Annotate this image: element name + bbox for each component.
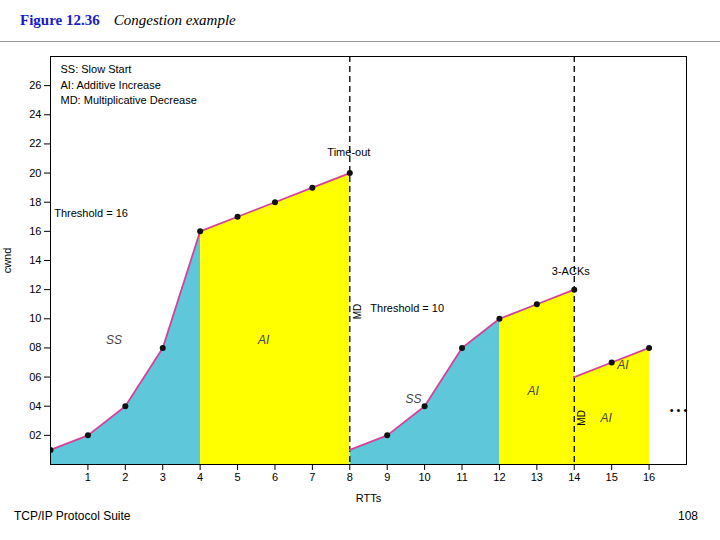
- svg-text:16: 16: [643, 471, 655, 483]
- svg-text:14: 14: [29, 254, 41, 266]
- svg-text:10: 10: [418, 471, 430, 483]
- svg-text:RTTs: RTTs: [356, 492, 382, 504]
- svg-text:Time-out: Time-out: [327, 146, 370, 158]
- svg-text:AI: AI: [257, 333, 270, 347]
- svg-text:08: 08: [29, 341, 41, 353]
- html-text:Figure 12.36: Figure 12.36: [20, 12, 100, 28]
- html-text:Congestion example: Congestion example: [113, 12, 236, 28]
- svg-text:4: 4: [197, 471, 203, 483]
- svg-text:MD: MD: [576, 410, 587, 426]
- svg-text:12: 12: [29, 283, 41, 295]
- svg-text:10: 10: [29, 312, 41, 324]
- svg-text:20: 20: [29, 167, 41, 179]
- svg-text:AI: AI: [599, 411, 612, 425]
- svg-text:AI: AI: [616, 358, 629, 372]
- svg-text:18: 18: [29, 196, 41, 208]
- svg-text:AI: AI: [526, 384, 539, 398]
- svg-text:3-ACKs: 3-ACKs: [552, 265, 590, 277]
- svg-text:SS: Slow StartAI: Additive Inc: SS: Slow StartAI: Additive IncreaseMD: M…: [61, 63, 197, 106]
- svg-text:Threshold = 16: Threshold = 16: [54, 207, 128, 219]
- svg-text:24: 24: [29, 108, 41, 120]
- svg-text:Threshold = 10: Threshold = 10: [370, 302, 444, 314]
- svg-text:5: 5: [234, 471, 240, 483]
- html-text:108: 108: [678, 509, 698, 523]
- svg-text:1: 1: [85, 471, 91, 483]
- svg-text:3: 3: [160, 471, 166, 483]
- svg-text:2: 2: [122, 471, 128, 483]
- svg-text:6: 6: [272, 471, 278, 483]
- svg-text:06: 06: [29, 371, 41, 383]
- svg-text:02: 02: [29, 429, 41, 441]
- svg-text:SS: SS: [405, 392, 421, 406]
- svg-text:cwnd: cwnd: [1, 248, 13, 274]
- svg-text:9: 9: [384, 471, 390, 483]
- svg-text:8: 8: [347, 471, 353, 483]
- svg-text:SS: SS: [106, 333, 122, 347]
- svg-text:04: 04: [29, 400, 41, 412]
- svg-text:12: 12: [493, 471, 505, 483]
- svg-text:7: 7: [309, 471, 315, 483]
- html-text:TCP/IP Protocol Suite: TCP/IP Protocol Suite: [14, 509, 131, 523]
- svg-text:13: 13: [531, 471, 543, 483]
- svg-text:MD: MD: [352, 304, 363, 320]
- svg-text:16: 16: [29, 225, 41, 237]
- svg-text:• • •: • • •: [670, 404, 688, 416]
- svg-text:22: 22: [29, 137, 41, 149]
- svg-text:26: 26: [29, 79, 41, 91]
- svg-text:11: 11: [456, 471, 467, 483]
- svg-text:15: 15: [606, 471, 618, 483]
- svg-text:14: 14: [568, 471, 580, 483]
